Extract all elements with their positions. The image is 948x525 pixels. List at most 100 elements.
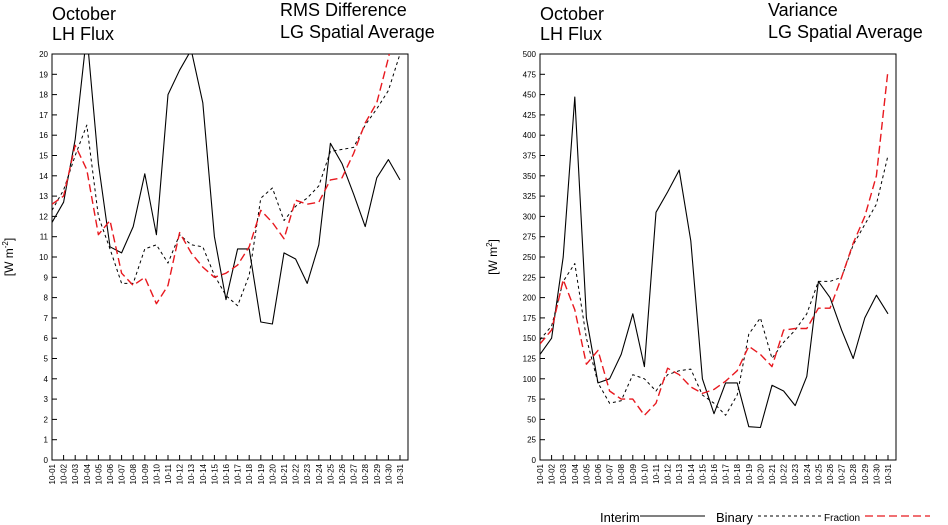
y-tick-label: 400	[523, 131, 537, 140]
x-tick-label: 10-03	[71, 463, 80, 484]
plot-frame	[51, 53, 409, 461]
y-tick-label: 18	[39, 91, 48, 100]
plot-frame	[539, 53, 897, 461]
x-tick-label: 10-18	[245, 463, 254, 484]
x-tick-label: 10-23	[303, 463, 312, 484]
y-tick-label: 250	[523, 253, 537, 262]
x-tick-label: 10-12	[176, 463, 185, 484]
x-tick-label: 10-14	[199, 463, 208, 484]
y-tick-label: 50	[527, 415, 536, 424]
x-tick-label: 10-22	[780, 463, 789, 484]
y-axis-label-main: [W m	[486, 247, 500, 275]
y-axis-label-sup: 2	[485, 242, 494, 247]
series-line-fraction	[52, 54, 390, 305]
series-line-fraction	[540, 70, 889, 416]
legend: Interim Binary Fraction	[600, 510, 930, 525]
x-tick-label: 10-03	[559, 463, 568, 484]
x-tick-label: 10-22	[292, 463, 301, 484]
x-tick-label: 10-23	[791, 463, 800, 484]
y-tick-label: 5	[44, 355, 49, 364]
x-tick-label: 10-02	[60, 463, 69, 484]
x-tick-label: 10-17	[722, 463, 731, 484]
x-tick-label: 10-27	[838, 463, 847, 484]
x-tick-label: 10-10	[152, 463, 161, 484]
y-tick-label: 16	[39, 131, 48, 140]
y-axis-label-close: ]	[2, 238, 16, 241]
x-tick-label: 10-19	[257, 463, 266, 484]
x-tick-label: 10-01	[48, 463, 57, 484]
y-tick-label: 425	[523, 111, 537, 120]
x-tick-label: 10-26	[826, 463, 835, 484]
chart-title-right-line2: LG Spatial Average	[280, 22, 435, 42]
chart-title-left-line2: LH Flux	[540, 24, 602, 44]
x-tick-label: 10-09	[629, 463, 638, 484]
y-tick-label: 225	[523, 273, 537, 282]
x-tick-label: 10-24	[315, 463, 324, 484]
x-tick-label: 10-14	[687, 463, 696, 484]
x-tick-label: 10-05	[582, 463, 591, 484]
chart-title-left-line1: October	[52, 4, 116, 24]
y-tick-label: 14	[39, 172, 48, 181]
y-tick-label: 75	[527, 395, 536, 404]
x-tick-label: 10-31	[396, 463, 405, 484]
y-tick-label: 25	[527, 436, 536, 445]
y-axis-label-close: ]	[486, 239, 500, 242]
x-tick-label: 10-28	[361, 463, 370, 484]
legend-label-interim: Interim	[600, 510, 640, 525]
x-tick-label: 10-20	[268, 463, 277, 484]
x-tick-label: 10-02	[548, 463, 557, 484]
x-tick-label: 10-29	[373, 463, 382, 484]
x-tick-label: 10-20	[756, 463, 765, 484]
chart-title-left-line2: LH Flux	[52, 24, 114, 44]
x-tick-label: 10-30	[384, 463, 393, 484]
legend-label-fraction: Fraction	[824, 513, 860, 524]
y-tick-label: 19	[39, 70, 48, 79]
y-tick-label: 7	[44, 314, 49, 323]
y-tick-label: 175	[523, 314, 537, 323]
x-tick-label: 10-10	[640, 463, 649, 484]
x-tick-label: 10-04	[83, 463, 92, 484]
y-tick-label: 11	[40, 233, 49, 242]
y-axis-label: [W m-2]	[1, 238, 16, 276]
x-tick-label: 10-21	[280, 463, 289, 484]
x-tick-label: 10-16	[222, 463, 231, 484]
y-axis-label: [W m2]	[485, 239, 500, 275]
y-tick-label: 450	[523, 91, 537, 100]
y-tick-label: 8	[44, 294, 49, 303]
y-tick-label: 125	[523, 355, 537, 364]
y-tick-label: 1	[44, 436, 49, 445]
x-tick-label: 10-09	[141, 463, 150, 484]
x-tick-label: 10-12	[664, 463, 673, 484]
y-tick-label: 6	[44, 334, 49, 343]
chart-title-right-line1: RMS Difference	[280, 0, 407, 20]
chart-title-right-line2: LG Spatial Average	[768, 22, 923, 42]
y-tick-label: 275	[523, 233, 537, 242]
series-line-interim	[52, 54, 401, 325]
x-tick-label: 10-31	[884, 463, 893, 484]
x-tick-label: 10-25	[326, 463, 335, 484]
y-tick-label: 475	[523, 70, 537, 79]
x-tick-label: 10-11	[164, 463, 173, 483]
x-tick-label: 10-01	[536, 463, 545, 484]
x-tick-label: 10-08	[617, 463, 626, 484]
chart-variance: October LH Flux Variance LG Spatial Aver…	[485, 0, 923, 484]
x-tick-label: 10-18	[733, 463, 742, 484]
y-tick-label: 200	[523, 294, 537, 303]
series-line-binary	[52, 54, 401, 307]
y-tick-label: 10	[39, 253, 48, 262]
x-tick-label: 10-06	[106, 463, 115, 484]
x-tick-label: 10-24	[803, 463, 812, 484]
x-tick-label: 10-26	[338, 463, 347, 484]
x-tick-label: 10-11	[652, 463, 661, 483]
y-tick-label: 500	[523, 50, 537, 59]
y-tick-label: 325	[523, 192, 537, 201]
x-tick-label: 10-27	[350, 463, 359, 484]
y-tick-label: 2	[44, 415, 49, 424]
x-tick-label: 10-21	[768, 463, 777, 484]
y-tick-label: 12	[39, 212, 48, 221]
x-tick-label: 10-04	[571, 463, 580, 484]
y-tick-label: 0	[532, 456, 537, 465]
x-tick-label: 10-15	[210, 463, 219, 484]
y-tick-label: 3	[44, 395, 49, 404]
